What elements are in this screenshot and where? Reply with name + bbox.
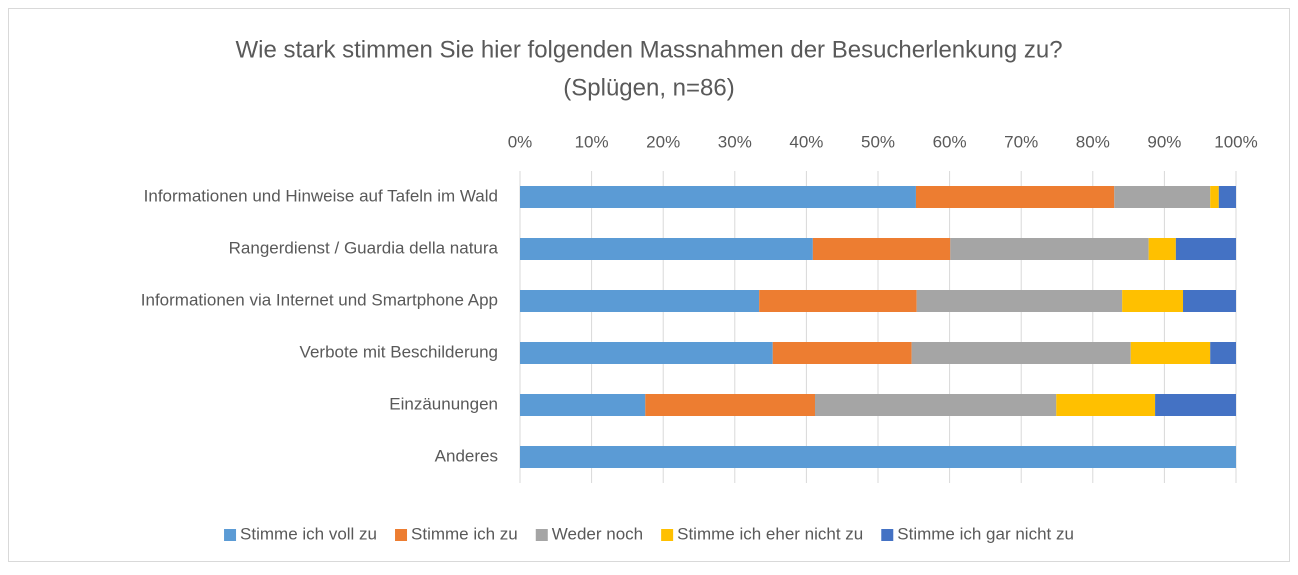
x-tick-label: 70% [1004, 132, 1038, 151]
x-tick-label: 40% [789, 132, 823, 151]
legend-swatch [224, 529, 237, 541]
legend-label: Stimme ich zu [411, 524, 518, 543]
bar-segment [916, 290, 1123, 312]
y-tick-label: Verbote mit Beschilderung [300, 342, 498, 361]
bar-segment [645, 394, 815, 416]
chart-title: (Splügen, n=86) [563, 74, 734, 101]
legend-swatch [395, 529, 408, 541]
bar-segment [814, 394, 1057, 416]
bar-segment [915, 186, 1115, 208]
y-tick-label: Rangerdienst / Guardia della natura [229, 238, 499, 257]
y-tick-label: Informationen via Internet und Smartphon… [141, 290, 498, 309]
legend-label: Stimme ich eher nicht zu [677, 524, 863, 543]
bar-segment [1175, 238, 1236, 260]
bar-segment [772, 342, 912, 364]
x-tick-label: 30% [718, 132, 752, 151]
bar-segment [1114, 186, 1211, 208]
bar-segment [520, 446, 1236, 468]
legend-label: Weder noch [552, 524, 643, 543]
x-tick-label: 50% [861, 132, 895, 151]
x-tick-label: 80% [1076, 132, 1110, 151]
bar-segment [1218, 186, 1236, 208]
bar-segment [520, 342, 773, 364]
bar-segment [1210, 186, 1219, 208]
bar-segment [1056, 394, 1156, 416]
bar-segment [520, 290, 760, 312]
bar-segment [911, 342, 1131, 364]
bar-segment [950, 238, 1149, 260]
y-tick-label: Informationen und Hinweise auf Tafeln im… [144, 186, 498, 205]
y-tick-label: Einzäunungen [389, 394, 498, 413]
legend-swatch [661, 529, 674, 541]
legend-swatch [535, 529, 548, 541]
y-tick-label: Anderes [435, 446, 498, 465]
legend-swatch [881, 529, 894, 541]
bar-segment [1148, 238, 1176, 260]
x-tick-label: 100% [1214, 132, 1257, 151]
bar-segment [520, 186, 916, 208]
chart-border [8, 8, 1290, 562]
x-tick-label: 0% [508, 132, 533, 151]
x-tick-label: 10% [575, 132, 609, 151]
legend-label: Stimme ich voll zu [240, 524, 377, 543]
x-tick-label: 60% [933, 132, 967, 151]
bar-segment [1130, 342, 1211, 364]
bar-segment [1122, 290, 1184, 312]
x-tick-label: 20% [646, 132, 680, 151]
bar-segment [812, 238, 951, 260]
bar-segment [1155, 394, 1236, 416]
bar-segment [1210, 342, 1236, 364]
bar-segment [520, 394, 646, 416]
x-tick-label: 90% [1147, 132, 1181, 151]
bar-segment [759, 290, 917, 312]
legend-label: Stimme ich gar nicht zu [897, 524, 1074, 543]
bar-segment [520, 238, 813, 260]
bar-segment [1183, 290, 1236, 312]
chart-title: Wie stark stimmen Sie hier folgenden Mas… [235, 36, 1062, 63]
